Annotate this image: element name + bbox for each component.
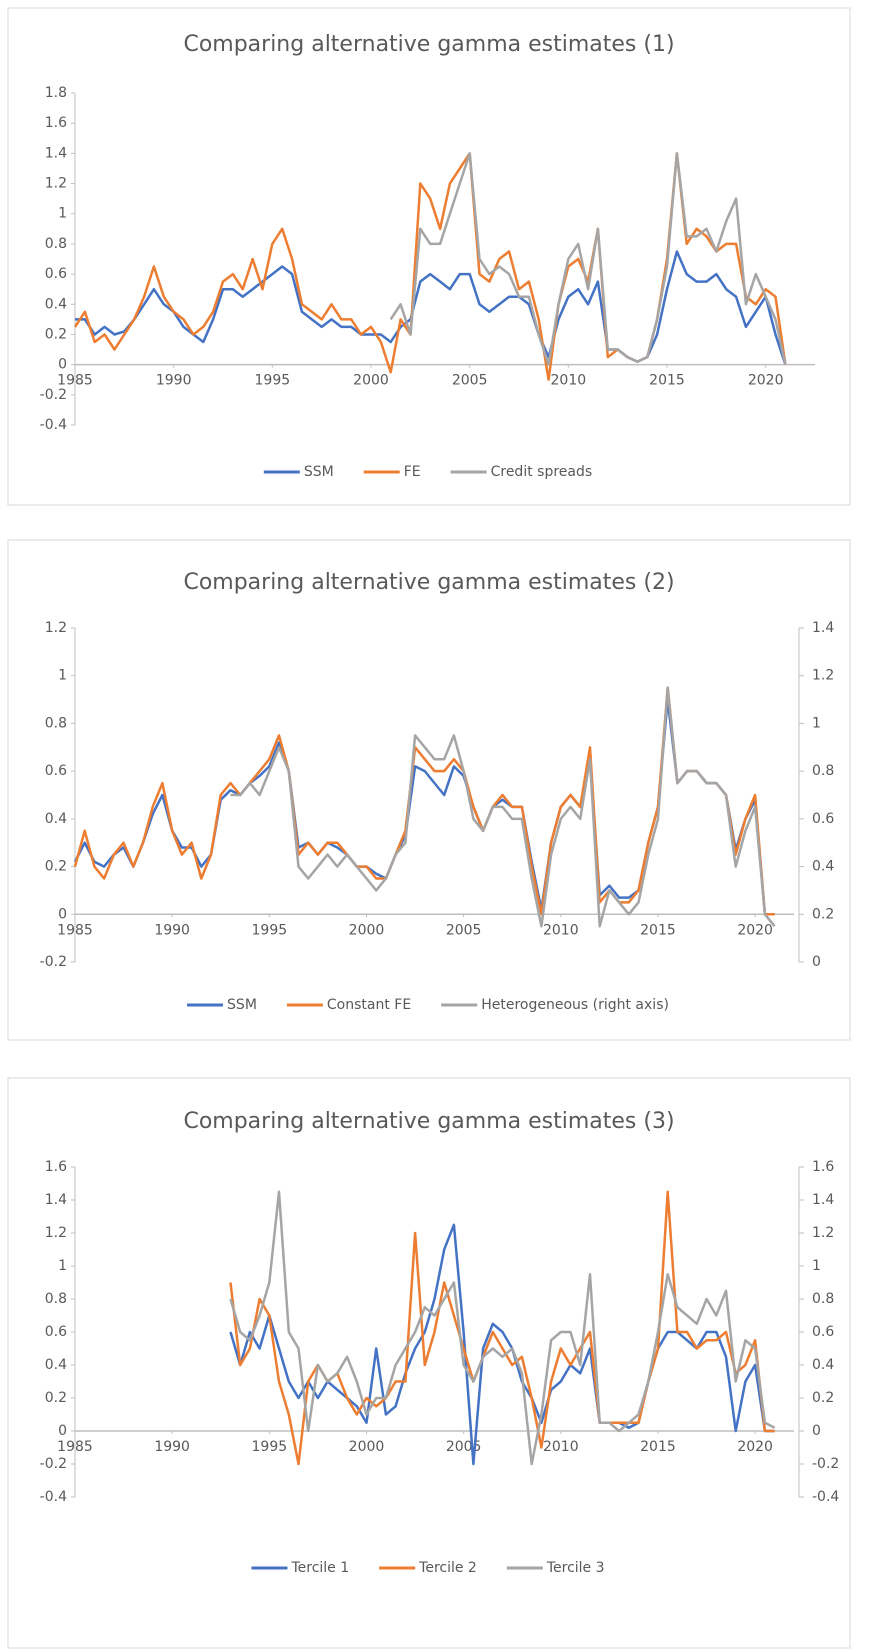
panel [7,1077,851,1649]
x-tick-label: 2000 [349,1439,385,1455]
y-tick-label: -0.4 [40,417,67,433]
y-tick-label: 0.4 [45,1357,67,1373]
y-tick-label: 0.4 [45,811,67,827]
x-tick-label: 1985 [57,373,93,389]
legend-label: FE [404,464,421,480]
y-tick-label: -0.2 [40,954,67,970]
y-tick-label: 0 [58,1423,67,1439]
y-tick-label: 0.8 [45,715,67,731]
y-tick-label: 0.4 [45,296,67,312]
x-tick-label: 2000 [349,922,385,938]
y2-tick-label: 0 [812,1423,821,1439]
y2-tick-label: 0.8 [812,1291,834,1307]
y-tick-label: 1.2 [45,1225,67,1241]
x-tick-label: 2015 [640,1439,676,1455]
x-tick-label: 1995 [252,922,288,938]
y-tick-label: 1.6 [45,115,67,131]
x-tick-label: 2000 [353,373,389,389]
y-tick-label: 0.6 [45,763,67,779]
panel [7,539,851,1041]
y-tick-label: 1.6 [45,1159,67,1175]
y-tick-label: 0 [58,357,67,373]
y-tick-label: 0 [58,906,67,922]
x-tick-label: 1995 [252,1439,288,1455]
y2-tick-label: 0.8 [812,763,834,779]
y2-tick-label: 1.4 [812,1192,834,1208]
y2-tick-label: 1.2 [812,1225,834,1241]
legend-label: SSM [304,464,334,480]
series-line [230,686,776,928]
y-tick-label: -0.4 [40,1489,67,1505]
y2-tick-label: -0.4 [812,1489,839,1505]
y-tick-label: 0.2 [45,1390,67,1406]
x-tick-label: 2005 [452,373,488,389]
legend-label: Credit spreads [491,464,593,480]
y2-tick-label: 0.2 [812,906,834,922]
y-tick-label: -0.2 [40,387,67,403]
chart-title: Comparing alternative gamma estimates (3… [183,1109,674,1134]
x-tick-label: 2020 [737,1439,773,1455]
y2-tick-label: 1.2 [812,668,834,684]
x-tick-label: 1990 [154,922,190,938]
x-tick-label: 1985 [57,1439,93,1455]
y-tick-label: 0.6 [45,266,67,282]
x-tick-label: 2010 [551,373,587,389]
y2-tick-label: 0.4 [812,859,834,875]
x-tick-label: 2010 [543,922,579,938]
y-tick-label: 0.6 [45,1324,67,1340]
y2-tick-label: 0.4 [812,1357,834,1373]
y-tick-label: 1 [58,1258,67,1274]
y-tick-label: -0.2 [40,1456,67,1472]
y-tick-label: 0.8 [45,236,67,252]
x-tick-label: 1990 [156,373,192,389]
legend-label: Tercile 2 [418,1560,477,1576]
y2-tick-label: 0.2 [812,1390,834,1406]
x-tick-label: 2010 [543,1439,579,1455]
y-tick-label: 1 [58,206,67,222]
y2-tick-label: 0.6 [812,1324,834,1340]
y-tick-label: 0.2 [45,859,67,875]
x-tick-label: 1990 [154,1439,190,1455]
x-tick-label: 1995 [255,373,291,389]
x-tick-label: 1985 [57,922,93,938]
x-tick-label: 2015 [640,922,676,938]
chart-title: Comparing alternative gamma estimates (2… [183,570,674,595]
y2-tick-label: 1 [812,715,821,731]
series-line [229,1190,776,1466]
y-tick-label: 0.2 [45,326,67,342]
y2-tick-label: -0.2 [812,1456,839,1472]
y-tick-label: 1.4 [45,145,67,161]
y-tick-label: 1 [58,668,67,684]
y2-tick-label: 0.6 [812,811,834,827]
legend-label: Tercile 3 [546,1560,605,1576]
legend-label: Tercile 1 [290,1560,349,1576]
y-tick-label: 1.2 [45,176,67,192]
x-tick-label: 2020 [737,922,773,938]
chart-title: Comparing alternative gamma estimates (1… [183,32,674,57]
y-tick-label: 1.8 [45,85,67,101]
series-line [389,152,787,366]
y2-tick-label: 1.6 [812,1159,834,1175]
x-tick-label: 2015 [649,373,685,389]
y-tick-label: 1.2 [45,620,67,636]
x-tick-label: 2020 [748,373,784,389]
y-tick-label: 1.4 [45,1192,67,1208]
x-tick-label: 2005 [446,922,482,938]
panel [7,7,851,506]
legend-label: SSM [227,997,257,1013]
legend-label: Constant FE [327,997,411,1013]
y2-tick-label: 0 [812,954,821,970]
y2-tick-label: 1.4 [812,620,834,636]
y-tick-label: 0.8 [45,1291,67,1307]
legend-label: Heterogeneous (right axis) [481,997,669,1013]
y2-tick-label: 1 [812,1258,821,1274]
series-line [229,1223,775,1466]
